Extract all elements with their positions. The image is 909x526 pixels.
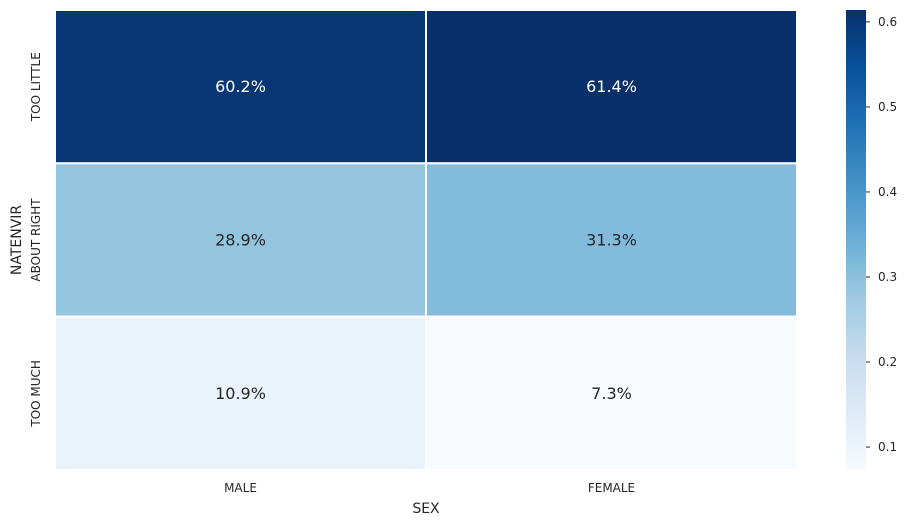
heatmap-cell-label: 7.3% (591, 384, 632, 403)
heatmap-cell-label: 60.2% (215, 77, 266, 96)
heatmap-cell (425, 162, 798, 318)
y-tick-label: TOO MUCH (29, 360, 43, 428)
colorbar-ticks: 0.1 0.2 0.3 0.4 0.5 0.6 (866, 15, 897, 454)
colorbar-tick-label: 0.3 (878, 270, 897, 284)
heatmap-cell (425, 9, 798, 165)
x-axis-tick-labels: MALE FEMALE (224, 481, 635, 495)
colorbar-tick-label: 0.2 (878, 355, 897, 369)
heatmap-cell (425, 315, 798, 471)
y-axis-tick-labels: TOO LITTLE ABOUT RIGHT TOO MUCH (29, 52, 43, 427)
heatmap-cell (54, 315, 427, 471)
colorbar-tick-label: 0.1 (878, 440, 897, 454)
x-tick-label: FEMALE (588, 481, 635, 495)
heatmap-cell-label: 31.3% (586, 231, 637, 250)
heatmap-cell-label: 61.4% (586, 77, 637, 96)
heatmap-cells (54, 9, 798, 471)
heatmap-cell-label: 28.9% (215, 231, 266, 250)
heatmap-cell-labels: 60.2% 61.4% 28.9% 31.3% 10.9% 7.3% (215, 77, 637, 403)
y-tick-label: ABOUT RIGHT (29, 198, 43, 282)
x-axis-title: SEX (412, 501, 440, 517)
colorbar (846, 10, 866, 470)
heatmap-cell-label: 10.9% (215, 384, 266, 403)
colorbar-tick-label: 0.4 (878, 185, 897, 199)
x-tick-label: MALE (224, 481, 257, 495)
colorbar-tick-label: 0.6 (878, 15, 897, 29)
heatmap-cell (54, 9, 427, 165)
colorbar-tick-label: 0.5 (878, 100, 897, 114)
heatmap-cell (54, 162, 427, 318)
y-tick-label: TOO LITTLE (29, 52, 43, 122)
y-axis-title: NATENVIR (9, 205, 25, 276)
